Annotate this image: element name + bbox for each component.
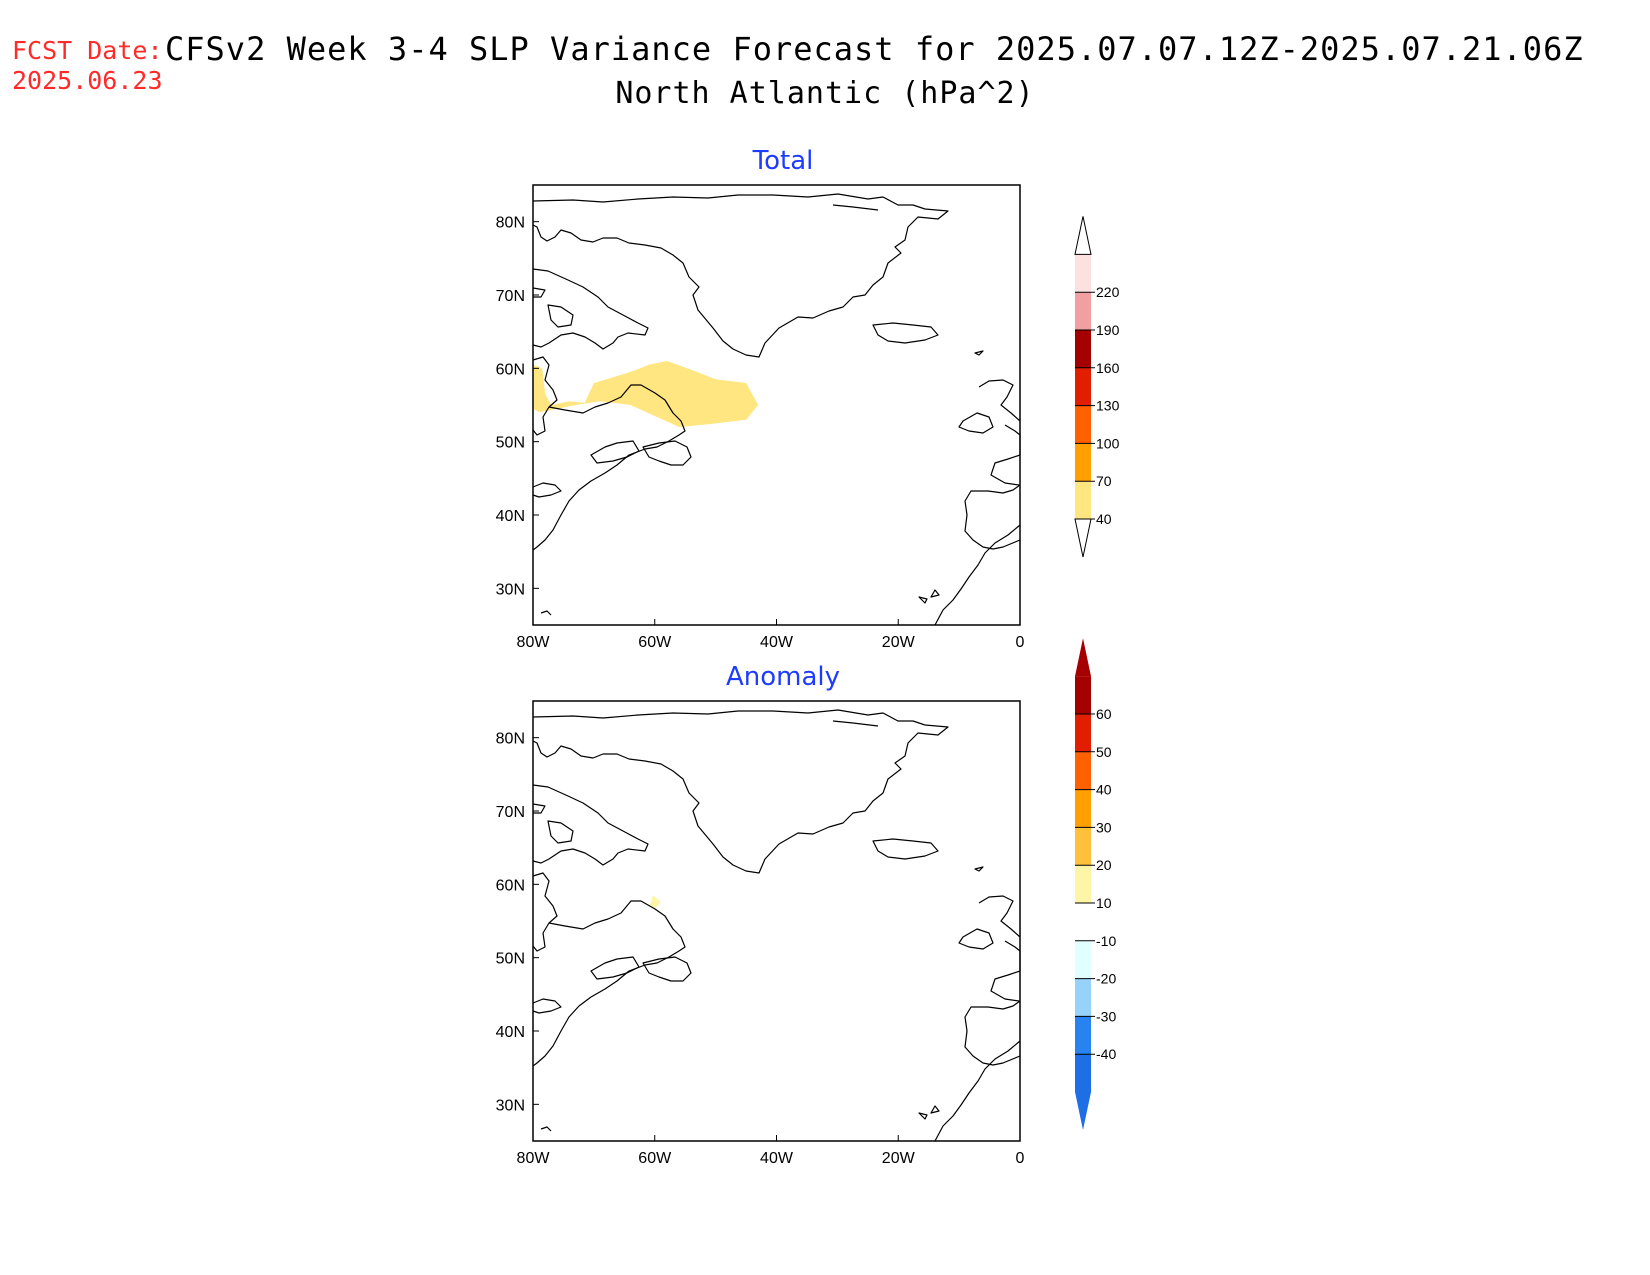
forecast-date-label: FCST Date: — [12, 36, 163, 65]
lon-tick-label: 60W — [638, 634, 672, 651]
colorbar-box — [1075, 1016, 1091, 1055]
colorbar-box — [1075, 676, 1091, 714]
colorbar-label: 60 — [1096, 706, 1112, 722]
shaded-region-0 — [649, 895, 661, 910]
colorbar-box — [1075, 367, 1091, 406]
colorbar-label: 40 — [1096, 782, 1112, 798]
anomaly-shaded-area — [649, 895, 661, 910]
anomaly-map-frame — [532, 700, 1021, 1142]
lat-tick-label: 40N — [496, 508, 525, 525]
colorbar-box — [1075, 714, 1091, 752]
lat-tick-label: 70N — [496, 804, 525, 821]
colorbar-box — [1075, 443, 1091, 482]
anomaly-panel: Anomaly 80W 60W 40W 20W 030N40N50N60N70N80N … — [496, 638, 1116, 1167]
colorbar-label: 20 — [1096, 857, 1112, 873]
colorbar-label: 10 — [1096, 895, 1112, 911]
colorbar-box — [1075, 1054, 1091, 1092]
colorbar-box — [1075, 254, 1091, 293]
lat-tick-label: 50N — [496, 951, 525, 968]
colorbar-top-arrow — [1074, 216, 1092, 255]
lat-tick-label: 30N — [496, 1097, 525, 1114]
colorbar-label: 100 — [1096, 435, 1120, 451]
lat-tick-label: 50N — [496, 435, 525, 452]
colorbar-label: 30 — [1096, 819, 1112, 835]
forecast-date-value: 2025.06.23 — [12, 66, 163, 95]
lat-tick-label: 60N — [496, 361, 525, 378]
colorbar-label: 40 — [1096, 511, 1112, 527]
lon-tick-label: 40W — [760, 634, 794, 651]
anomaly-axis-ticks: 80W 60W 40W 20W 0 30N 40N 50N 60N 70N 80N — [496, 731, 1025, 1167]
lat-tick-label: 30N — [496, 581, 525, 598]
colorbar-box — [1075, 978, 1091, 1017]
colorbar-label: -20 — [1096, 971, 1116, 987]
lon-tick-label: 80W — [517, 634, 551, 651]
colorbar-label: 50 — [1096, 744, 1112, 760]
shaded-region-0 — [533, 361, 759, 427]
colorbar-box — [1075, 751, 1091, 790]
lat-tick-label: 40N — [496, 1024, 525, 1041]
total-axis-ticks: 80W 60W 40W 20W 0 30N 40N 50N 60N 70N 80N — [496, 215, 1025, 651]
lat-tick-label: 80N — [496, 215, 525, 232]
total-coastlines — [532, 193, 1021, 626]
colorbar-box — [1075, 405, 1091, 444]
lat-tick-label: 80N — [496, 731, 525, 748]
colorbar-bottom-arrow — [1074, 518, 1092, 558]
colorbar-label: 70 — [1096, 473, 1112, 489]
colorbar-label: 190 — [1096, 322, 1120, 338]
colorbar-box — [1075, 789, 1091, 828]
colorbar-box — [1075, 865, 1091, 903]
lon-tick-label: 0 — [1016, 1150, 1025, 1167]
colorbar-label: -30 — [1096, 1008, 1116, 1024]
colorbar-box — [1075, 940, 1091, 979]
lat-tick-label: 60N — [496, 877, 525, 894]
colorbar-label: -40 — [1096, 1046, 1116, 1062]
anomaly-panel-title: Anomaly — [726, 662, 840, 692]
colorbar-label: 130 — [1096, 398, 1120, 414]
total-map-frame — [532, 184, 1021, 626]
lon-tick-label: 40W — [760, 1150, 794, 1167]
colorbar-box — [1075, 903, 1091, 941]
figure-title: CFSv2 Week 3-4 SLP Variance Forecast for… — [165, 30, 1584, 68]
colorbar-box — [1075, 292, 1091, 330]
lon-tick-label: 0 — [1016, 634, 1025, 651]
colorbar-box — [1075, 481, 1091, 519]
lat-tick-label: 70N — [496, 288, 525, 305]
anomaly-colorbar: -40 -30 -20 -10 10 20 30 40 50 60 — [1075, 638, 1116, 1130]
lon-tick-label: 20W — [882, 634, 916, 651]
colorbar-label: 220 — [1096, 284, 1120, 300]
figure-subtitle: North Atlantic (hPa^2) — [615, 76, 1035, 111]
colorbar-label: -10 — [1096, 933, 1116, 949]
anomaly-coastlines — [532, 709, 1021, 1142]
colorbar-label: 160 — [1096, 360, 1120, 376]
total-panel-title: Total — [752, 146, 814, 176]
total-colorbar: 40 70 100 130 160 190 220 — [1074, 216, 1120, 558]
lon-tick-label: 60W — [638, 1150, 672, 1167]
total-shaded-area — [533, 361, 759, 427]
colorbar-box — [1075, 827, 1091, 866]
lon-tick-label: 20W — [882, 1150, 916, 1167]
lon-tick-label: 80W — [517, 1150, 551, 1167]
colorbar-bottom-arrow — [1075, 1092, 1091, 1130]
total-panel: Total 80W 60W 40W 20W 0 30N 40N 50N 60N 70N 80N 40… — [496, 146, 1120, 651]
colorbar-top-arrow — [1075, 638, 1091, 677]
colorbar-box — [1075, 330, 1091, 368]
